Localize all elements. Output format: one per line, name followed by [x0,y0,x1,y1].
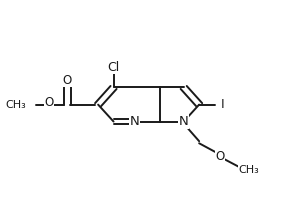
Text: O: O [44,96,54,109]
Text: I: I [221,98,225,111]
Text: CH₃: CH₃ [6,100,27,110]
Text: Cl: Cl [107,61,120,74]
Text: N: N [179,115,189,128]
Text: N: N [130,115,139,128]
Text: O: O [63,74,72,87]
Text: CH₃: CH₃ [239,165,260,175]
Text: O: O [216,150,225,163]
